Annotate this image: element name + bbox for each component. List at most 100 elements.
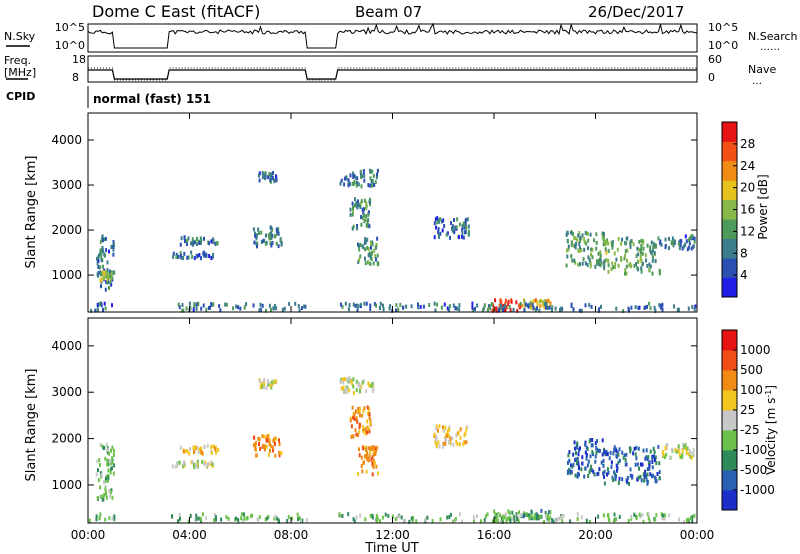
- power-cell: [614, 262, 617, 267]
- velocity-cell: [577, 464, 580, 469]
- power-cell: [277, 244, 280, 249]
- power-cell: [594, 264, 597, 269]
- velocity-cell: [596, 472, 599, 477]
- power-cell: [596, 259, 598, 264]
- power-cell: [239, 306, 242, 311]
- power-cell: [356, 205, 359, 210]
- power-cell: [595, 232, 598, 237]
- power-cell: [366, 237, 369, 242]
- power-cell: [99, 270, 101, 275]
- velocity-cell: [372, 381, 375, 386]
- power-cell: [370, 179, 373, 184]
- power-cell: [363, 241, 366, 246]
- power-cell: [680, 239, 683, 244]
- velocity-cell: [591, 438, 594, 442]
- power-cell: [351, 209, 354, 214]
- power-cell: [108, 269, 111, 274]
- power-cell: [599, 250, 602, 255]
- velocity-cell: [206, 444, 209, 448]
- power-cell: [277, 227, 280, 232]
- velocity-cell: [655, 513, 658, 518]
- power-cell: [476, 303, 479, 308]
- velocity-cell: [504, 512, 507, 517]
- velocity-cell: [451, 436, 454, 441]
- velocity-cell: [359, 389, 361, 394]
- velocity-cell: [111, 445, 114, 450]
- velocity-cell: [472, 515, 475, 520]
- power-cell: [258, 308, 261, 313]
- power-cell: [617, 236, 620, 241]
- power-cell: [112, 247, 115, 252]
- power-cell: [560, 306, 563, 311]
- power-cell: [600, 304, 602, 309]
- velocity-echo-region: [95, 442, 116, 502]
- velocity-cell: [651, 460, 654, 464]
- power-cell: [578, 249, 581, 253]
- power-cell: [439, 217, 442, 222]
- x-axis-label: Time UT: [364, 541, 418, 554]
- velocity-cell: [653, 450, 656, 455]
- x-tick-label: 12:00: [375, 528, 410, 542]
- power-cell: [360, 175, 362, 179]
- velocity-colorbar-tick-label: -100: [740, 443, 767, 457]
- power-cell: [98, 302, 101, 306]
- velocity-cell: [185, 449, 188, 454]
- velocity-cell: [692, 448, 695, 453]
- velocity-cell: [99, 512, 102, 517]
- power-cell: [376, 168, 379, 173]
- velocity-cell: [240, 512, 243, 517]
- velocity-cell: [266, 516, 269, 521]
- power-cell: [481, 308, 484, 313]
- power-cell: [356, 224, 358, 228]
- velocity-cell: [262, 443, 265, 448]
- power-cell: [344, 301, 347, 306]
- velocity-cell: [367, 446, 370, 451]
- power-cell: [461, 223, 464, 228]
- power-cell: [603, 264, 606, 269]
- power-cell: [367, 253, 370, 258]
- velocity-cell: [358, 406, 361, 411]
- velocity-cell: [196, 445, 199, 450]
- power-cell: [273, 303, 276, 308]
- power-cell: [461, 227, 464, 232]
- power-cell: [180, 236, 183, 241]
- power-cell: [597, 251, 600, 256]
- power-cell: [435, 225, 438, 230]
- power-cell: [572, 307, 575, 312]
- power-echo-region: [433, 216, 470, 240]
- power-cell: [504, 302, 507, 307]
- power-cell: [531, 302, 534, 307]
- velocity-cell: [662, 516, 665, 521]
- x-tick-label: 04:00: [172, 528, 207, 542]
- velocity-cell: [605, 452, 608, 457]
- power-cell: [530, 305, 533, 310]
- velocity-cell: [589, 454, 592, 459]
- velocity-cell: [339, 379, 342, 384]
- power-cell: [172, 251, 175, 256]
- velocity-cell: [197, 450, 200, 454]
- velocity-cell: [110, 488, 113, 493]
- power-cell: [504, 298, 507, 303]
- power-cell: [340, 178, 343, 183]
- power-cell: [433, 221, 436, 226]
- velocity-cell: [356, 419, 359, 424]
- velocity-cell: [200, 450, 203, 455]
- velocity-cell: [355, 416, 358, 421]
- power-cell: [110, 245, 113, 249]
- power-cell: [686, 247, 689, 252]
- power-cell: [360, 222, 363, 227]
- power-cell: [267, 233, 270, 238]
- power-cell: [649, 245, 652, 250]
- velocity-cell: [615, 517, 618, 522]
- velocity-colorbar-swatch: [722, 470, 737, 491]
- power-cell: [509, 308, 512, 313]
- power-cell: [304, 304, 307, 309]
- nave-trace: [88, 67, 697, 81]
- power-cell: [352, 182, 355, 186]
- velocity-cell: [612, 451, 615, 456]
- power-cell: [388, 306, 391, 311]
- power-cell: [505, 305, 508, 310]
- velocity-cell: [207, 461, 210, 466]
- velocity-cell: [444, 425, 447, 430]
- velocity-cell: [189, 513, 192, 518]
